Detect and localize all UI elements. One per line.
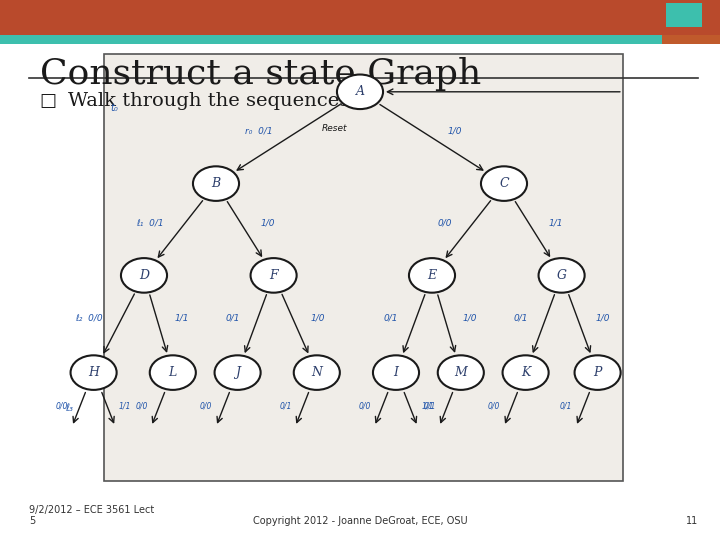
Text: F: F xyxy=(269,269,278,282)
Text: 1/0: 1/0 xyxy=(462,313,477,322)
Circle shape xyxy=(539,258,585,293)
Bar xyxy=(0,35,662,44)
Circle shape xyxy=(438,355,484,390)
Text: 0/1: 0/1 xyxy=(423,401,436,410)
Text: P: P xyxy=(593,366,602,379)
Text: J: J xyxy=(235,366,240,379)
Text: M: M xyxy=(454,366,467,379)
Text: 1/1: 1/1 xyxy=(119,401,131,410)
Text: Construct a state Graph: Construct a state Graph xyxy=(40,57,481,91)
Text: 11: 11 xyxy=(686,516,698,526)
Bar xyxy=(662,35,720,44)
Text: D: D xyxy=(139,269,149,282)
Text: 1/0: 1/0 xyxy=(595,313,610,322)
Circle shape xyxy=(294,355,340,390)
Text: G: G xyxy=(557,269,567,282)
Text: Reset: Reset xyxy=(322,124,348,133)
Text: 0/0: 0/0 xyxy=(488,401,500,410)
Text: r₀  0/1: r₀ 0/1 xyxy=(245,127,272,136)
Bar xyxy=(666,3,702,27)
Text: 0/0: 0/0 xyxy=(135,401,148,410)
Text: 0/0: 0/0 xyxy=(359,401,371,410)
Circle shape xyxy=(481,166,527,201)
Circle shape xyxy=(150,355,196,390)
Text: 0/1: 0/1 xyxy=(513,313,528,322)
Text: □: □ xyxy=(40,92,57,110)
Text: 9/2/2012 – ECE 3561 Lect
5: 9/2/2012 – ECE 3561 Lect 5 xyxy=(29,505,154,526)
Text: Walk through the sequences: Walk through the sequences xyxy=(68,92,350,110)
Text: 0/0: 0/0 xyxy=(200,401,212,410)
Text: I: I xyxy=(394,366,398,379)
Text: K: K xyxy=(521,366,531,379)
Text: ℓ₃: ℓ₃ xyxy=(65,403,73,413)
Circle shape xyxy=(215,355,261,390)
Text: 1/1: 1/1 xyxy=(174,313,189,322)
Circle shape xyxy=(337,75,383,109)
Text: L: L xyxy=(168,366,177,379)
Text: 1/1: 1/1 xyxy=(549,219,563,227)
Text: B: B xyxy=(212,177,220,190)
Text: t₀: t₀ xyxy=(110,103,117,113)
Circle shape xyxy=(193,166,239,201)
Text: Copyright 2012 - Joanne DeGroat, ECE, OSU: Copyright 2012 - Joanne DeGroat, ECE, OS… xyxy=(253,516,467,526)
Bar xyxy=(0,0,720,35)
Circle shape xyxy=(251,258,297,293)
Text: A: A xyxy=(356,85,364,98)
Text: 0/1: 0/1 xyxy=(560,401,572,410)
Text: N: N xyxy=(311,366,323,379)
Text: 0/1: 0/1 xyxy=(279,401,292,410)
Text: E: E xyxy=(428,269,436,282)
Circle shape xyxy=(503,355,549,390)
Text: ℓ₂  0/0: ℓ₂ 0/0 xyxy=(76,313,103,322)
Text: 0/1: 0/1 xyxy=(384,313,398,322)
Text: C: C xyxy=(499,177,509,190)
Text: 0/0: 0/0 xyxy=(56,401,68,410)
Text: 1/0: 1/0 xyxy=(261,219,275,227)
Text: 1/0: 1/0 xyxy=(448,127,462,136)
Text: H: H xyxy=(88,366,99,379)
Text: 0/0: 0/0 xyxy=(438,219,452,227)
Circle shape xyxy=(409,258,455,293)
Circle shape xyxy=(575,355,621,390)
Circle shape xyxy=(373,355,419,390)
Circle shape xyxy=(71,355,117,390)
Text: ℓ₁  0/1: ℓ₁ 0/1 xyxy=(137,219,164,227)
Circle shape xyxy=(121,258,167,293)
Text: 1/0: 1/0 xyxy=(311,313,325,322)
Text: 0/1: 0/1 xyxy=(225,313,240,322)
Text: 1/1: 1/1 xyxy=(421,401,433,410)
Bar xyxy=(104,54,623,481)
